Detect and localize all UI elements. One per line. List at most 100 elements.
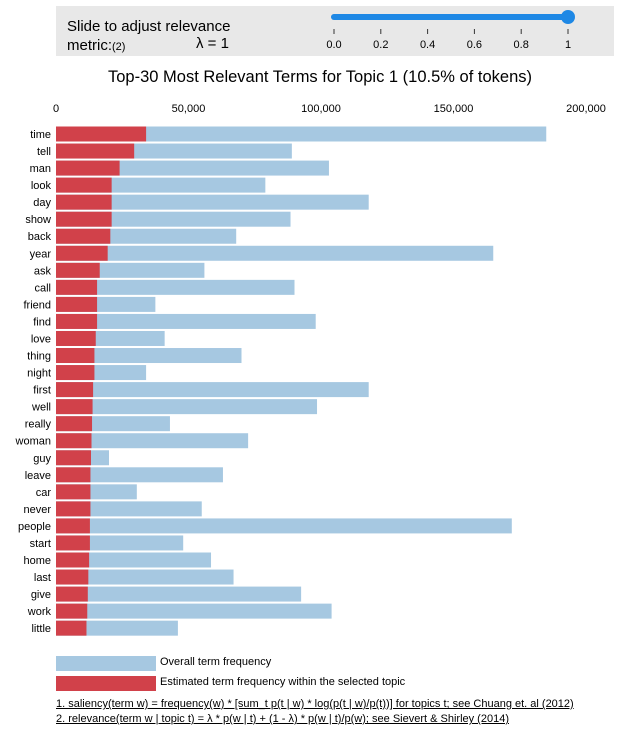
lambda-readout: λ = 1 (196, 35, 229, 52)
term-label-show[interactable]: show (25, 214, 51, 226)
bar-overall-people[interactable] (56, 518, 512, 534)
term-label-car[interactable]: car (36, 487, 52, 499)
term-label-home[interactable]: home (23, 555, 51, 567)
bar-overall-never[interactable] (56, 501, 202, 517)
slider-label-line2: metric: (67, 37, 112, 54)
term-label-never[interactable]: never (23, 504, 51, 516)
term-label-really[interactable]: really (25, 419, 52, 431)
bar-estimated-guy[interactable] (56, 450, 91, 466)
bar-estimated-year[interactable] (56, 245, 108, 261)
term-label-ask[interactable]: ask (34, 265, 52, 277)
slider-tick-label: 0.6 (467, 39, 482, 51)
bar-overall-find[interactable] (56, 313, 316, 329)
term-label-day[interactable]: day (33, 197, 51, 209)
term-label-call[interactable]: call (34, 282, 51, 294)
term-label-thing[interactable]: thing (27, 351, 51, 363)
bar-estimated-day[interactable] (56, 194, 112, 210)
bar-estimated-show[interactable] (56, 211, 112, 227)
bar-estimated-work[interactable] (56, 603, 88, 619)
slider-tick-label: 0.0 (326, 39, 341, 51)
term-label-love[interactable]: love (31, 333, 51, 345)
bar-estimated-little[interactable] (56, 620, 87, 636)
term-label-friend[interactable]: friend (23, 299, 51, 311)
bar-overall-woman[interactable] (56, 433, 249, 449)
slider-tick-label: 1 (565, 39, 571, 51)
bar-overall-day[interactable] (56, 194, 369, 210)
bar-estimated-love[interactable] (56, 330, 96, 346)
term-label-well[interactable]: well (31, 402, 51, 414)
slider-label: Slide to adjust relevance metric:(2) (67, 17, 230, 57)
bar-overall-work[interactable] (56, 603, 332, 619)
x-tick-label: 0 (53, 103, 59, 115)
bar-estimated-thing[interactable] (56, 348, 95, 364)
bar-overall-show[interactable] (56, 211, 291, 227)
chart-title: Top-30 Most Relevant Terms for Topic 1 (… (107, 68, 532, 86)
bar-overall-home[interactable] (56, 552, 212, 568)
legend-swatch-estimated (56, 676, 156, 691)
term-label-little[interactable]: little (31, 623, 51, 635)
bar-overall-first[interactable] (56, 382, 369, 398)
bar-estimated-start[interactable] (56, 535, 90, 551)
bar-estimated-give[interactable] (56, 586, 88, 602)
term-label-first[interactable]: first (33, 385, 51, 397)
term-bar-chart: 0 50,000 100,000 150,000 200,000 time tell man l… (15, 103, 606, 636)
bar-estimated-woman[interactable] (56, 433, 92, 449)
bar-estimated-leave[interactable] (56, 467, 91, 483)
slider-tick-label: 0.4 (420, 39, 435, 51)
bar-estimated-last[interactable] (56, 569, 89, 585)
bar-estimated-ask[interactable] (56, 262, 100, 278)
term-label-people[interactable]: people (18, 521, 51, 533)
slider-label-line1: Slide to adjust relevance (67, 18, 231, 35)
footnote-saliency[interactable]: 1. saliency(term w) = frequency(w) * [su… (56, 698, 574, 710)
footnote-relevance[interactable]: 2. relevance(term w | topic t) = λ * p(w… (56, 713, 509, 725)
bar-estimated-back[interactable] (56, 228, 111, 244)
x-tick-label: 100,000 (301, 103, 341, 115)
bar-overall-year[interactable] (56, 245, 494, 261)
slider-handle[interactable] (561, 10, 575, 24)
term-label-look[interactable]: look (31, 180, 52, 192)
relevance-slider-panel: Slide to adjust relevance metric:(2) λ =… (56, 6, 614, 56)
bar-estimated-well[interactable] (56, 399, 93, 415)
legend-swatch-overall (56, 656, 156, 671)
bar-estimated-time[interactable] (56, 126, 147, 142)
term-label-give[interactable]: give (31, 589, 51, 601)
bar-estimated-call[interactable] (56, 279, 98, 295)
bar-estimated-man[interactable] (56, 160, 120, 176)
bar-estimated-first[interactable] (56, 382, 94, 398)
legend-label-estimated: Estimated term frequency within the sele… (160, 676, 406, 688)
bar-estimated-find[interactable] (56, 313, 98, 329)
bar-estimated-tell[interactable] (56, 143, 135, 159)
relevance-slider[interactable]: 0.0 0.2 0.4 0.6 0.8 1 (56, 6, 614, 56)
term-label-start[interactable]: start (30, 538, 51, 550)
bar-overall-leave[interactable] (56, 467, 223, 483)
bar-estimated-friend[interactable] (56, 296, 98, 312)
bar-estimated-really[interactable] (56, 416, 93, 432)
bar-estimated-never[interactable] (56, 501, 91, 517)
term-label-guy[interactable]: guy (33, 453, 51, 465)
term-label-night[interactable]: night (27, 368, 51, 380)
bar-overall-last[interactable] (56, 569, 234, 585)
term-label-last[interactable]: last (34, 572, 51, 584)
term-label-man[interactable]: man (30, 163, 51, 175)
term-label-year[interactable]: year (30, 248, 52, 260)
term-label-woman[interactable]: woman (15, 436, 51, 448)
term-label-back[interactable]: back (28, 231, 52, 243)
bar-overall-give[interactable] (56, 586, 302, 602)
bar-overall-time[interactable] (56, 126, 547, 142)
bar-overall-thing[interactable] (56, 348, 242, 364)
bar-estimated-home[interactable] (56, 552, 90, 568)
bar-estimated-car[interactable] (56, 484, 91, 500)
term-label-find[interactable]: find (33, 316, 51, 328)
x-tick-label: 50,000 (172, 103, 206, 115)
term-label-time[interactable]: time (30, 129, 51, 141)
bar-estimated-people[interactable] (56, 518, 90, 534)
bar-overall-man[interactable] (56, 160, 329, 176)
term-label-tell[interactable]: tell (37, 146, 51, 158)
bar-overall-call[interactable] (56, 279, 295, 295)
bar-overall-well[interactable] (56, 399, 318, 415)
bar-estimated-look[interactable] (56, 177, 112, 193)
bar-estimated-night[interactable] (56, 365, 95, 381)
term-label-work[interactable]: work (27, 606, 52, 618)
term-label-leave[interactable]: leave (25, 470, 51, 482)
slider-footnote-ref: (2) (112, 41, 126, 53)
